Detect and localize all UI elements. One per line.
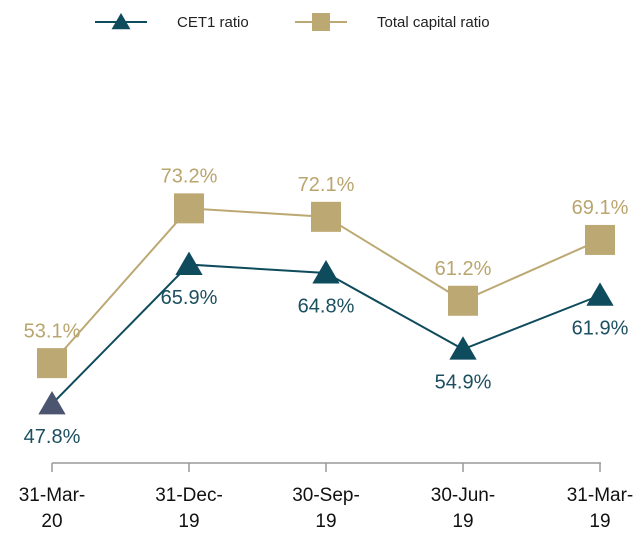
data-point <box>585 224 615 255</box>
data-point <box>448 285 478 316</box>
legend-label: Total capital ratio <box>377 14 490 31</box>
x-tick-label: 30-Sep-19 <box>292 485 360 532</box>
data-label: 65.9% <box>161 287 218 309</box>
data-point <box>311 201 341 232</box>
data-point <box>586 282 614 306</box>
x-tick-label: 31-Dec-19 <box>155 485 223 532</box>
series-line <box>51 263 601 405</box>
data-label: 53.1% <box>24 320 81 342</box>
data-label: 69.1% <box>572 197 629 219</box>
legend-marker <box>111 13 131 30</box>
data-label: 61.2% <box>435 258 492 280</box>
data-label: 47.8% <box>24 426 81 448</box>
data-label: 73.2% <box>161 166 218 188</box>
x-tick-label: 30-Jun-19 <box>430 485 496 532</box>
legend-marker <box>312 13 330 31</box>
legend-label: CET1 ratio <box>177 14 249 31</box>
data-point <box>175 251 203 275</box>
data-point <box>174 193 204 224</box>
x-tick-label: 31-Mar-19 <box>566 485 634 532</box>
data-label: 54.9% <box>435 372 492 394</box>
data-point <box>37 348 67 379</box>
data-point <box>449 336 477 360</box>
data-label: 61.9% <box>572 318 629 340</box>
data-label: 72.1% <box>298 174 355 196</box>
data-label: 64.8% <box>298 295 355 317</box>
x-tick-label: 31-Mar-20 <box>18 485 86 532</box>
data-point <box>312 260 340 284</box>
data-point <box>38 390 66 415</box>
